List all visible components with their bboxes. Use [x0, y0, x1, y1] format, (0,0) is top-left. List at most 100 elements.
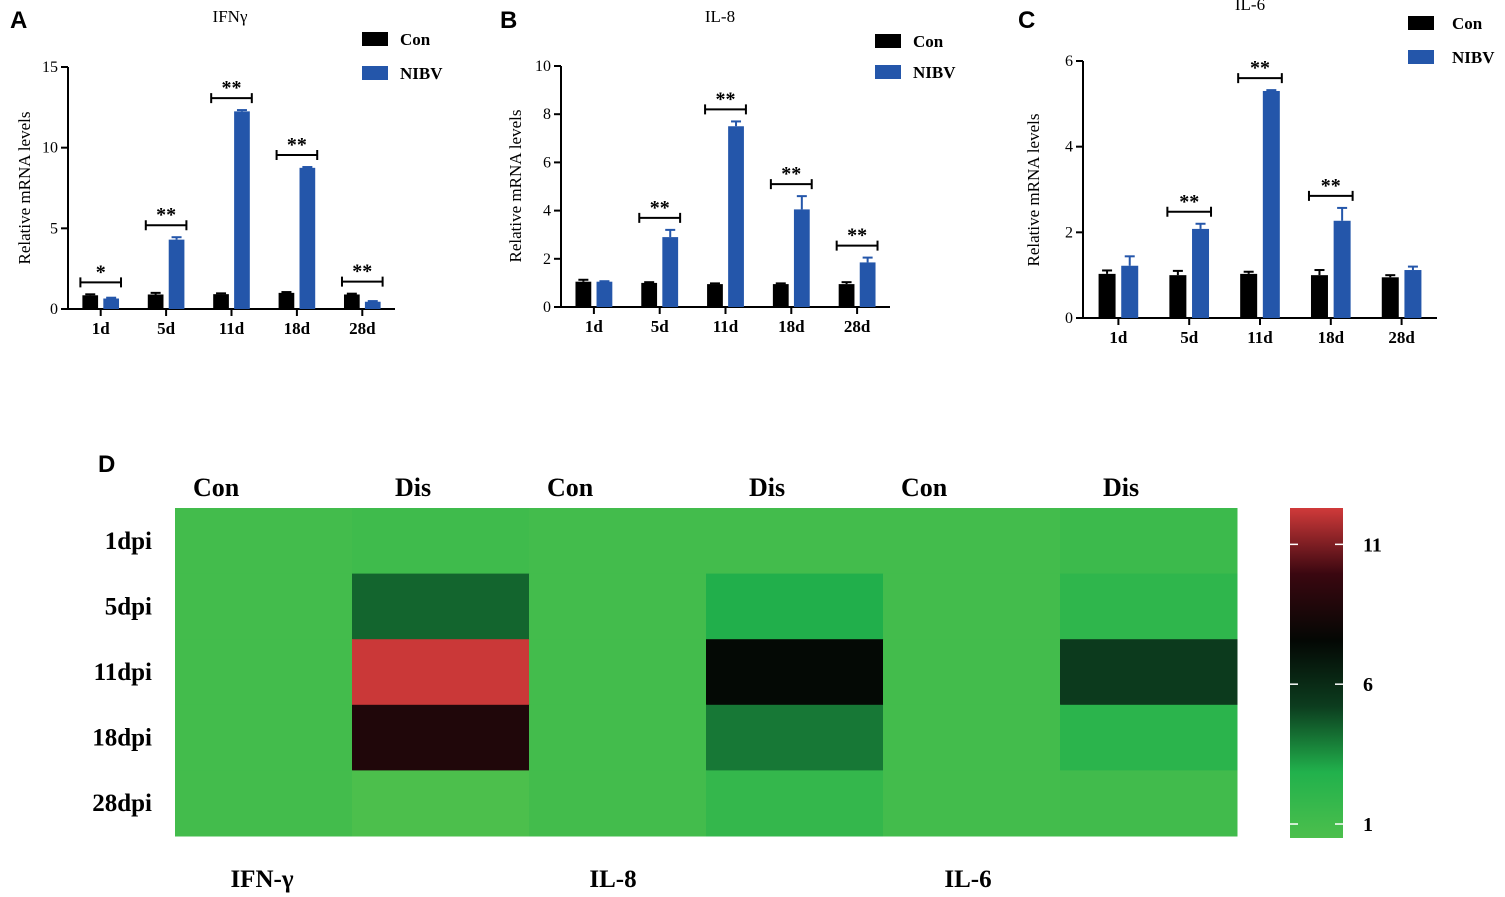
- heatmap-row-label: 11dpi: [94, 659, 152, 686]
- bar-nibv: [859, 262, 876, 307]
- significance-label: **: [1179, 191, 1199, 213]
- significance-label: **: [781, 163, 801, 185]
- heatmap-row-label: 1dpi: [105, 528, 152, 555]
- y-tick-label: 15: [42, 59, 58, 76]
- x-tick-label: 5d: [157, 319, 176, 338]
- heatmap-cell: [352, 704, 530, 771]
- significance-bracket: [1166, 206, 1213, 217]
- legend-label-nibv: NIBV: [1452, 48, 1495, 67]
- heatmap-cell: [1060, 508, 1238, 575]
- y-axis-label: Relative mRNA levels: [506, 110, 525, 263]
- heatmap-cell: [883, 508, 1061, 575]
- heatmap-column-label: Con: [547, 473, 594, 502]
- y-tick-label: 2: [1065, 224, 1073, 241]
- x-tick-label: 11d: [713, 317, 739, 336]
- heatmap-cell: [706, 573, 884, 640]
- heatmap-cell: [883, 573, 1061, 640]
- y-tick-label: 5: [50, 220, 58, 237]
- heatmap-cell: [529, 639, 707, 706]
- x-tick-label: 18d: [284, 319, 311, 338]
- heatmap-row-label: 18dpi: [92, 725, 152, 752]
- x-tick-label: 28d: [844, 317, 871, 336]
- colorbar: [1290, 508, 1343, 838]
- chart-title: IFNγ: [213, 7, 248, 26]
- significance-bracket: [835, 240, 879, 251]
- heatmap-cell: [1060, 573, 1238, 640]
- y-tick-label: 4: [543, 203, 551, 220]
- significance-bracket: [144, 220, 188, 231]
- significance-bracket: [275, 150, 319, 161]
- significance-bracket: [340, 276, 384, 287]
- significance-label: **: [287, 134, 307, 156]
- bar-chart-b: IL-8 Relative mRNA levels 0 2 4 6 8 10 1d 5d ** 11d…: [506, 7, 956, 336]
- significance-label: *: [96, 261, 106, 283]
- heatmap-column-label: Dis: [1103, 473, 1139, 502]
- chart-title: IL-6: [1235, 0, 1265, 14]
- significance-label: **: [222, 77, 242, 99]
- y-tick-label: 6: [1065, 53, 1073, 70]
- bar-con: [1381, 277, 1399, 318]
- x-tick-label: 28d: [1388, 328, 1415, 347]
- panel-letter-b: B: [500, 7, 517, 34]
- heatmap-cell: [352, 639, 530, 706]
- colorbar-tick-label: 11: [1363, 534, 1382, 556]
- bar-nibv: [793, 209, 810, 307]
- significance-label: **: [650, 197, 670, 219]
- heatmap-cell: [175, 704, 353, 771]
- bar-con: [575, 281, 592, 307]
- heatmap-cell: [352, 573, 530, 640]
- bar-nibv: [364, 301, 381, 309]
- y-tick-label: 8: [543, 106, 551, 123]
- chart-title: IL-8: [705, 7, 735, 26]
- heatmap-gene-label: IFN-γ: [230, 866, 293, 893]
- bar-con: [772, 284, 789, 307]
- bar-nibv: [1333, 220, 1351, 318]
- bar-nibv: [1121, 265, 1139, 318]
- bar-nibv: [662, 237, 679, 307]
- legend-label-con: Con: [400, 30, 431, 49]
- heatmap-cell: [883, 639, 1061, 706]
- heatmap-cell: [175, 770, 353, 837]
- bar-con: [343, 294, 360, 309]
- significance-label: **: [1250, 57, 1270, 79]
- y-tick-label: 10: [42, 140, 58, 157]
- bar-con: [838, 284, 855, 307]
- heatmap-cell: [529, 508, 707, 575]
- significance-label: **: [847, 225, 867, 247]
- bar-nibv: [299, 167, 316, 309]
- bar-con: [1240, 273, 1258, 318]
- heatmap-gene-label: IL-8: [589, 866, 636, 893]
- bar-con: [1098, 273, 1116, 318]
- heatmap-gene-label: IL-6: [944, 866, 991, 893]
- heatmap-cell: [529, 573, 707, 640]
- bar-nibv: [1192, 228, 1210, 318]
- legend-swatch-nibv: [362, 66, 388, 80]
- y-tick-label: 0: [1065, 310, 1073, 327]
- y-tick-label: 0: [543, 299, 551, 316]
- panel-letter-c: C: [1018, 7, 1035, 34]
- y-tick-label: 0: [50, 301, 58, 318]
- heatmap-column-label: Con: [193, 473, 240, 502]
- heatmap-row-label: 28dpi: [92, 790, 152, 817]
- legend-label-con: Con: [913, 32, 944, 51]
- y-axis-label: Relative mRNA levels: [15, 112, 34, 265]
- x-tick-label: 1d: [585, 317, 604, 336]
- bar-nibv: [103, 298, 120, 309]
- heatmap-column-label: Con: [901, 473, 948, 502]
- legend-label-con: Con: [1452, 14, 1483, 33]
- significance-label: **: [716, 88, 736, 110]
- legend-swatch-con: [1408, 16, 1434, 30]
- heatmap-cell: [1060, 639, 1238, 706]
- heatmap-column-label: Dis: [749, 473, 785, 502]
- heatmap-cell: [175, 573, 353, 640]
- significance-bracket: [79, 277, 123, 288]
- heatmap-cell: [529, 770, 707, 837]
- heatmap-cell: [706, 770, 884, 837]
- x-tick-label: 1d: [1109, 328, 1128, 347]
- x-tick-label: 18d: [1318, 328, 1345, 347]
- significance-label: **: [1321, 175, 1341, 197]
- bar-chart-a: IFNγ Relative mRNA levels 0 5 10 15 1d * 5d ** 11d…: [15, 7, 443, 338]
- legend-swatch-nibv: [875, 65, 901, 79]
- heatmap-cell: [883, 770, 1061, 837]
- significance-label: **: [352, 261, 372, 283]
